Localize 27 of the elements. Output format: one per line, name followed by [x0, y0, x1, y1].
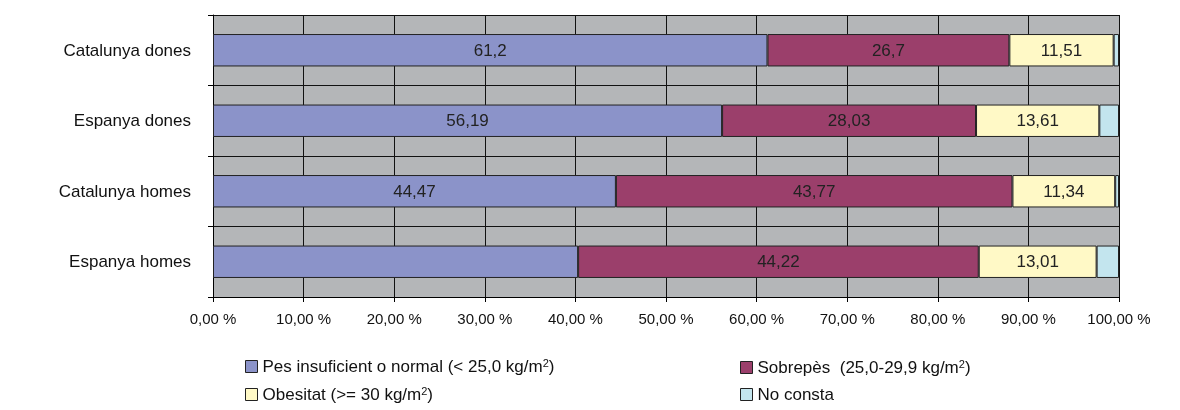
data-label: 56,19: [446, 111, 489, 131]
x-tick-label: 20,00 %: [366, 310, 422, 327]
y-tick-label: Catalunya dones: [63, 40, 191, 60]
data-label: 13,01: [1016, 252, 1059, 272]
data-label: 44,47: [393, 181, 436, 201]
x-tick-label: 30,00 %: [457, 310, 513, 327]
data-label: 43,77: [792, 181, 836, 201]
x-tick-label: 50,00 %: [638, 310, 694, 327]
x-tick-label: 0,00 %: [189, 310, 237, 327]
data-label: 28,03: [827, 111, 871, 131]
data-label: 13,61: [1016, 111, 1059, 131]
x-tick-label: 100,00 %: [1087, 310, 1151, 327]
y-tick-label: Espanya homes: [69, 252, 191, 272]
data-label: 61,2: [473, 40, 507, 60]
data-label: 26,7: [871, 40, 905, 60]
y-tick-label: Catalunya homes: [58, 181, 191, 201]
x-tick-label: 90,00 %: [1000, 310, 1056, 327]
y-tick-label: Espanya dones: [73, 111, 191, 131]
x-tick-label: 80,00 %: [910, 310, 966, 327]
x-tick-label: 70,00 %: [819, 310, 875, 327]
legend-label: No consta: [757, 385, 835, 404]
x-tick-label: 60,00 %: [729, 310, 785, 327]
x-tick-label: 40,00 %: [547, 310, 603, 327]
data-label: 11,51: [1040, 40, 1083, 60]
data-label: 11,34: [1043, 181, 1085, 201]
x-tick-label: 10,00 %: [276, 310, 332, 327]
data-label: 44,22: [757, 252, 800, 272]
